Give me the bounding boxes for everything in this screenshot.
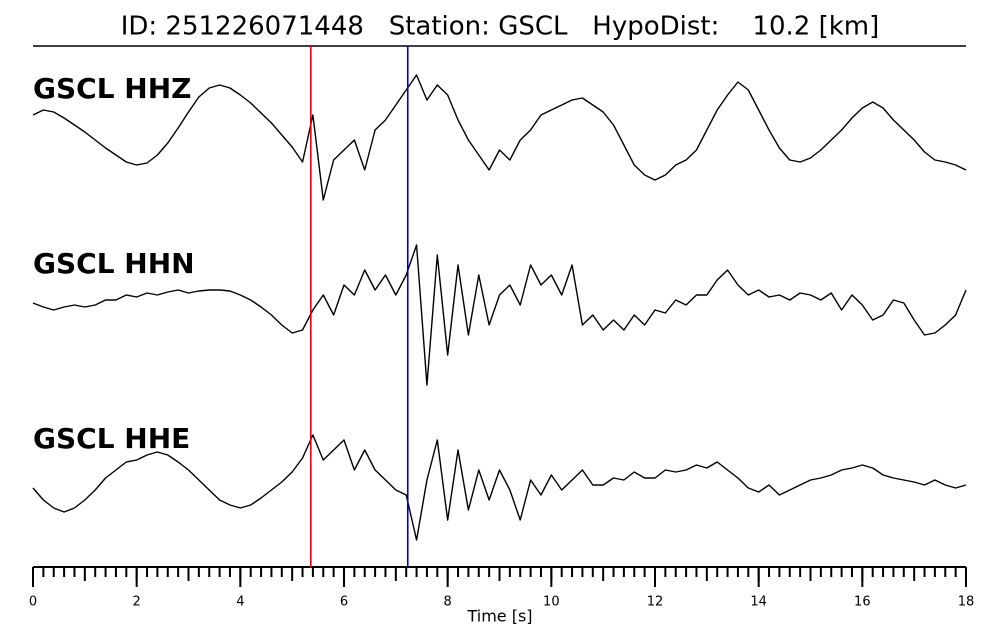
x-tick-label: 18 xyxy=(958,595,975,610)
channel-label: GSCL HHN xyxy=(33,247,195,280)
trace xyxy=(32,244,967,386)
x-tick-label: 10 xyxy=(543,595,560,610)
x-tick-label: 4 xyxy=(236,595,244,610)
chart-title: ID: 251226071448 Station: GSCL HypoDist:… xyxy=(121,12,880,42)
x-axis-label: Time [s] xyxy=(466,607,532,626)
x-tick-label: 14 xyxy=(750,595,767,610)
x-tick-label: 16 xyxy=(854,595,871,610)
x-tick-label: 6 xyxy=(340,595,348,610)
channel-label: GSCL HHE xyxy=(33,422,190,455)
x-tick-label: 12 xyxy=(647,595,664,610)
trace xyxy=(32,74,967,201)
channel-label: GSCL HHZ xyxy=(33,72,191,105)
x-tick-label: 0 xyxy=(29,595,37,610)
x-tick-label: 2 xyxy=(133,595,141,610)
trace xyxy=(32,434,967,541)
x-tick-label: 8 xyxy=(444,595,452,610)
